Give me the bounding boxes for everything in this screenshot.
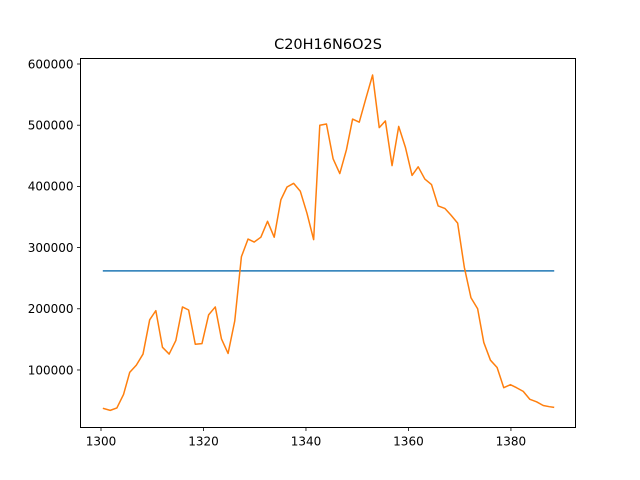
y-axis: 100000 200000 300000 400000 500000 600000 — [28, 57, 81, 377]
series-line-2 — [102, 74, 555, 412]
x-axis: 1300 1320 1340 1360 1380 — [86, 427, 527, 449]
y-tick-label: 500000 — [28, 119, 74, 133]
y-tick-label: 400000 — [28, 180, 74, 194]
y-tick-label: 200000 — [28, 302, 74, 316]
y-tick-label: 300000 — [28, 241, 74, 255]
series-layer — [102, 74, 555, 412]
x-tick-label: 1300 — [86, 435, 117, 449]
chart-title: C20H16N6O2S — [274, 37, 382, 53]
x-tick-label: 1380 — [496, 435, 527, 449]
y-tick-label: 100000 — [28, 363, 74, 377]
x-tick-label: 1320 — [188, 435, 219, 449]
x-tick-label: 1340 — [291, 435, 322, 449]
plot-frame — [80, 58, 576, 428]
x-tick-label: 1360 — [393, 435, 424, 449]
y-tick-label: 600000 — [28, 57, 74, 71]
